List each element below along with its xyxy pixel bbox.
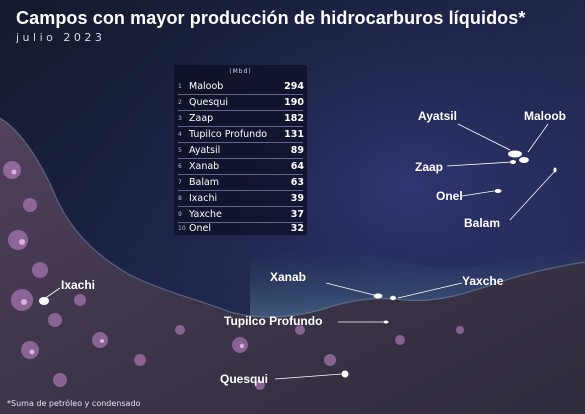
row-rank: 5 xyxy=(178,147,182,154)
marker-ayatsil xyxy=(508,150,522,158)
table-row: 8 Ixachi 39 xyxy=(174,191,307,206)
row-value: 89 xyxy=(290,145,304,156)
map-label-maloob: Maloob xyxy=(524,109,566,123)
footnote: *Suma de petróleo y condensado xyxy=(7,399,141,408)
table-row: 5 Ayatsil 89 xyxy=(174,143,307,158)
row-rank: 1 xyxy=(178,83,182,90)
map-label-ayatsil: Ayatsil xyxy=(418,109,457,123)
row-rank: 3 xyxy=(178,115,182,122)
row-value: 182 xyxy=(284,113,304,124)
map-label-ixachi: Ixachi xyxy=(61,278,96,292)
land-mass xyxy=(0,118,585,414)
row-name: Ixachi xyxy=(189,193,218,204)
row-rank: 4 xyxy=(178,131,182,138)
marker-quesqui xyxy=(341,370,349,378)
map-label-quesqui: Quesqui xyxy=(220,372,269,386)
marker-maloob xyxy=(519,157,529,163)
map-label-xanab: Xanab xyxy=(270,270,307,284)
table-row: 6 Xanab 64 xyxy=(174,159,307,174)
row-rank: 9 xyxy=(178,211,182,218)
marker-tupilco xyxy=(383,320,389,324)
row-rank: 6 xyxy=(178,163,182,170)
map-label-zaap: Zaap xyxy=(415,160,444,174)
row-name: Xanab xyxy=(189,161,220,172)
marker-zaap xyxy=(510,160,516,164)
table-row: 3 Zaap 182 xyxy=(174,111,307,126)
table-row: 2 Quesqui 190 xyxy=(174,95,307,110)
row-divider xyxy=(178,142,303,143)
ranking-table: (Mbd) 1 Maloob 294 2 Quesqui 190 3 Zaap … xyxy=(174,65,307,235)
city-lights xyxy=(3,161,464,390)
unit-label: (Mbd) xyxy=(229,68,252,75)
table-row: 1 Maloob 294 xyxy=(174,79,307,94)
row-rank: 7 xyxy=(178,179,182,186)
marker-xanab xyxy=(373,293,383,299)
row-rank: 8 xyxy=(178,195,182,202)
row-value: 64 xyxy=(290,161,304,172)
row-name: Balam xyxy=(189,177,220,188)
map-label-yaxche: Yaxche xyxy=(462,274,504,288)
coastline xyxy=(0,117,585,318)
marker-yaxche xyxy=(390,295,396,301)
row-name: Yaxche xyxy=(189,209,222,220)
row-divider xyxy=(178,126,303,127)
row-divider xyxy=(178,94,303,95)
page-title: Campos con mayor producción de hidrocarb… xyxy=(16,8,526,28)
row-divider xyxy=(178,190,303,191)
map-label-onel: Onel xyxy=(436,189,463,203)
row-value: 294 xyxy=(284,81,304,92)
bright-city-lights xyxy=(11,169,245,355)
row-value: 32 xyxy=(290,223,304,234)
row-divider xyxy=(178,110,303,111)
row-divider xyxy=(178,158,303,159)
field-markers xyxy=(39,150,557,378)
row-name: Ayatsil xyxy=(189,145,221,156)
row-value: 63 xyxy=(290,177,304,188)
row-name: Onel xyxy=(189,223,211,234)
row-value: 190 xyxy=(284,97,304,108)
marker-onel xyxy=(494,189,502,193)
row-name: Zaap xyxy=(189,113,214,124)
marker-balam xyxy=(553,167,557,173)
row-name: Tupilco Profundo xyxy=(189,129,268,140)
page-subtitle: julio 2023 xyxy=(16,31,106,44)
row-rank: 10 xyxy=(178,225,186,232)
table-row: 10 Onel 32 xyxy=(174,221,307,236)
table-row: 9 Yaxche 37 xyxy=(174,207,307,222)
row-divider xyxy=(178,206,303,207)
row-name: Maloob xyxy=(189,81,224,92)
row-value: 39 xyxy=(290,193,304,204)
table-row: 4 Tupilco Profundo 131 xyxy=(174,127,307,142)
row-divider xyxy=(178,222,303,223)
map-label-balam: Balam xyxy=(464,216,501,230)
marker-ixachi xyxy=(39,297,49,305)
row-divider xyxy=(178,174,303,175)
row-name: Quesqui xyxy=(189,97,228,108)
leader-lines xyxy=(43,123,555,380)
table-row: 7 Balam 63 xyxy=(174,175,307,190)
row-rank: 2 xyxy=(178,99,182,106)
row-value: 131 xyxy=(284,129,304,140)
row-value: 37 xyxy=(290,209,304,220)
map-label-tupilco: Tupilco Profundo xyxy=(224,314,323,328)
